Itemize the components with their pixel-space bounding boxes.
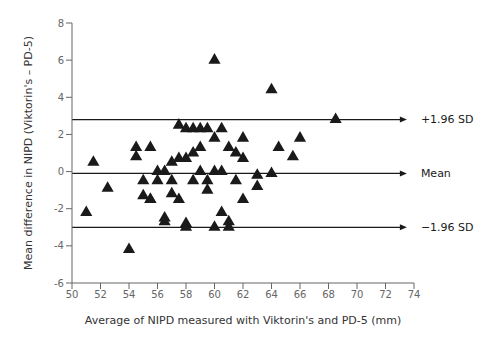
svg-text:-6: -6 xyxy=(54,278,64,289)
svg-text:6: 6 xyxy=(58,55,64,66)
svg-text:50: 50 xyxy=(66,289,79,300)
svg-text:58: 58 xyxy=(180,289,193,300)
svg-text:66: 66 xyxy=(294,289,307,300)
svg-text:54: 54 xyxy=(123,289,136,300)
svg-text:68: 68 xyxy=(322,289,335,300)
svg-text:2: 2 xyxy=(58,129,64,140)
svg-text:-4: -4 xyxy=(54,240,64,251)
svg-text:74: 74 xyxy=(408,289,421,300)
svg-text:56: 56 xyxy=(151,289,164,300)
svg-text:4: 4 xyxy=(58,92,64,103)
svg-text:72: 72 xyxy=(379,289,392,300)
svg-text:62: 62 xyxy=(237,289,250,300)
svg-text:8: 8 xyxy=(58,18,64,29)
svg-text:−1.96 SD: −1.96 SD xyxy=(421,221,474,234)
svg-text:64: 64 xyxy=(265,289,278,300)
svg-text:0: 0 xyxy=(58,166,64,177)
svg-text:-2: -2 xyxy=(54,203,64,214)
svg-text:Average of NIPD measured with: Average of NIPD measured with Viktorin's… xyxy=(85,314,401,327)
svg-text:52: 52 xyxy=(94,289,107,300)
svg-text:60: 60 xyxy=(208,289,221,300)
svg-text:Mean: Mean xyxy=(421,167,451,180)
svg-text:70: 70 xyxy=(351,289,364,300)
svg-text:+1.96 SD: +1.96 SD xyxy=(421,113,474,126)
svg-text:Mean difference in NIPD (Vikto: Mean difference in NIPD (Viktorin's – PD… xyxy=(22,36,35,270)
